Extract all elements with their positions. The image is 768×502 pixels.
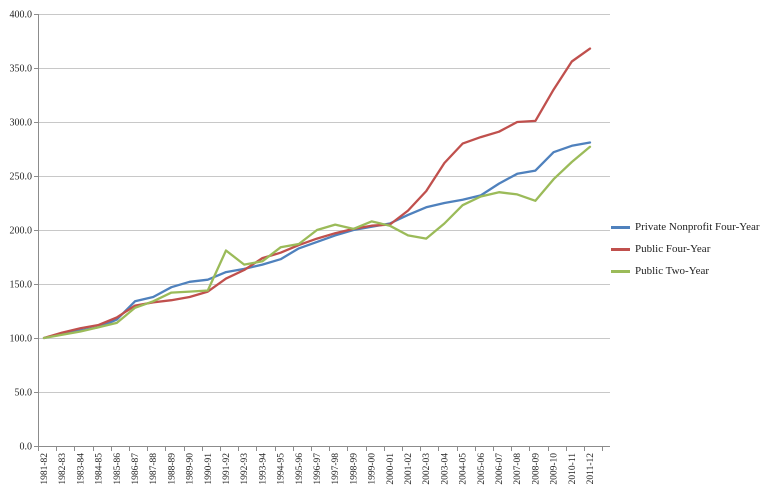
x-tick-label: 1985-86 [113,453,123,485]
x-tick-label: 2009-10 [550,453,560,485]
x-tick-label: 2011-12 [586,453,596,485]
x-tick-label: 1997-98 [331,453,341,485]
y-tick-label: 150.0 [10,280,33,291]
legend: Private Nonprofit Four-Year Public Four-Y… [611,221,760,287]
x-tick-label: 1991-92 [222,453,232,485]
x-tick-label: 2004-05 [459,453,469,485]
x-tick-label: 2000-01 [386,453,396,485]
y-tick-label: 50.0 [15,388,33,399]
x-tick-label: 1983-84 [76,453,86,485]
series-line-private-nonprofit-four-year [42,141,592,340]
series-line-public-four-year [42,47,592,340]
x-tick-label: 1987-88 [149,453,159,485]
x-tick-label: 2006-07 [495,453,505,485]
x-tick-label: 2001-02 [404,453,414,485]
y-tick-label: 350.0 [10,64,33,75]
x-tick-label: 1988-89 [167,453,177,485]
y-tick-label: 400.0 [10,10,33,21]
x-tick-label: 2010-11 [568,453,578,485]
y-tick-label: 100.0 [10,334,33,345]
x-tick-label: 1993-94 [258,453,268,485]
series-line-public-two-year [42,145,592,340]
legend-item-private-nonprofit-four-year: Private Nonprofit Four-Year [611,221,760,234]
x-tick-label: 2003-04 [440,453,450,485]
legend-line-swatch [611,270,630,273]
x-tick-label: 1994-95 [277,453,287,485]
x-tick-label: 1981-82 [40,453,50,485]
x-tick-label: 1989-90 [186,453,196,485]
x-tick-label: 1986-87 [131,453,141,485]
x-tick-label: 1998-99 [349,453,359,485]
x-tick-label: 2008-09 [531,453,541,485]
legend-item-public-two-year: Public Two-Year [611,265,760,278]
x-tick-label: 1999-00 [368,453,378,485]
x-tick-label: 1990-91 [204,453,214,485]
y-tick-label: 0.0 [20,442,33,453]
x-tick-label: 1992-93 [240,453,250,485]
legend-label: Public Four-Year [635,243,711,255]
x-tick-label: 1995-96 [295,453,305,485]
legend-label: Public Two-Year [635,265,709,277]
y-tick-label: 250.0 [10,172,33,183]
legend-line-swatch [611,226,630,229]
x-tick-label: 2002-03 [422,453,432,485]
legend-label: Private Nonprofit Four-Year [635,221,760,233]
legend-line-swatch [611,248,630,251]
y-tick-label: 300.0 [10,118,33,129]
legend-item-public-four-year: Public Four-Year [611,243,760,256]
y-tick-label: 200.0 [10,226,33,237]
x-tick-label: 1982-83 [58,453,68,485]
x-tick-label: 1984-85 [95,453,105,485]
x-tick-label: 2005-06 [477,453,487,485]
x-tick-label: 2007-08 [513,453,523,485]
x-tick-label: 1996-97 [313,453,323,485]
